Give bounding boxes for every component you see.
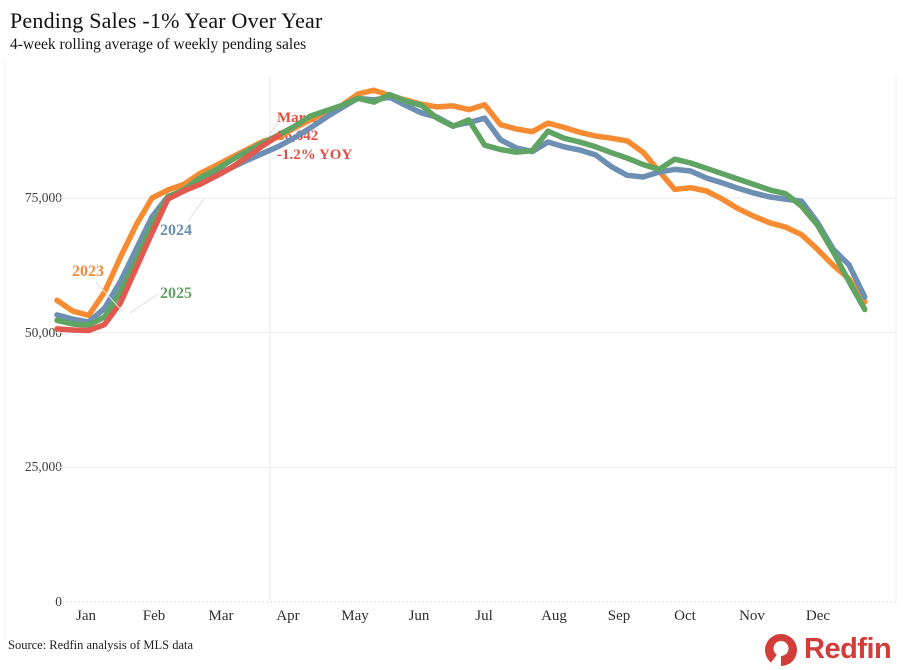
label-2023-leader xyxy=(95,281,124,313)
y-axis-label-25000: 25,000 xyxy=(24,459,62,474)
series-label-2025: 2025 xyxy=(160,285,192,302)
series-label-2023: 2023 xyxy=(72,263,104,280)
x-axis-label-mar: Mar xyxy=(208,608,234,624)
chart-subtitle: 4-week rolling average of weekly pending… xyxy=(10,36,307,53)
gridlines xyxy=(55,197,896,603)
x-axis-label-jun: Jun xyxy=(408,608,430,624)
source-attribution: Source: Redfin analysis of MLS data xyxy=(8,638,194,652)
x-axis-label-jan: Jan xyxy=(76,608,96,624)
x-axis-label-jul: Jul xyxy=(475,608,493,624)
x-axis-label-apr: Apr xyxy=(276,608,300,624)
redfin-house-icon xyxy=(765,634,797,666)
series-line-2025[interactable] xyxy=(54,91,868,328)
redfin-logo: Redfin xyxy=(762,630,902,668)
label-2024-leader xyxy=(187,198,205,222)
series-lines xyxy=(54,87,868,334)
x-axis-label-aug: Aug xyxy=(541,608,567,624)
series-line-latest[interactable] xyxy=(54,132,282,334)
y-axis-label-50000: 50,000 xyxy=(24,325,62,340)
series-line-2023[interactable] xyxy=(54,87,868,319)
y-axis-label-0: 0 xyxy=(55,594,62,609)
x-axis-label-sep: Sep xyxy=(607,608,631,624)
x-axis-label-feb: Feb xyxy=(142,608,166,624)
chart-title: Pending Sales -1% Year Over Year xyxy=(10,8,323,33)
y-axis-label-75000: 75,000 xyxy=(24,190,62,205)
x-axis-label-dec: Dec xyxy=(805,608,831,624)
x-axis-label-may: May xyxy=(341,608,369,624)
x-axis-label-nov: Nov xyxy=(739,608,765,624)
annotation-leader-line xyxy=(267,121,279,138)
x-axis-label-oct: Oct xyxy=(674,608,696,624)
redfin-wordmark: Redfin xyxy=(804,633,892,665)
series-label-2024: 2024 xyxy=(160,222,192,239)
annotation-yoy: -1.2% YOY xyxy=(277,147,352,163)
series-year-labels: 2023 2024 2025 xyxy=(72,198,205,314)
label-2025-leader xyxy=(129,293,159,314)
